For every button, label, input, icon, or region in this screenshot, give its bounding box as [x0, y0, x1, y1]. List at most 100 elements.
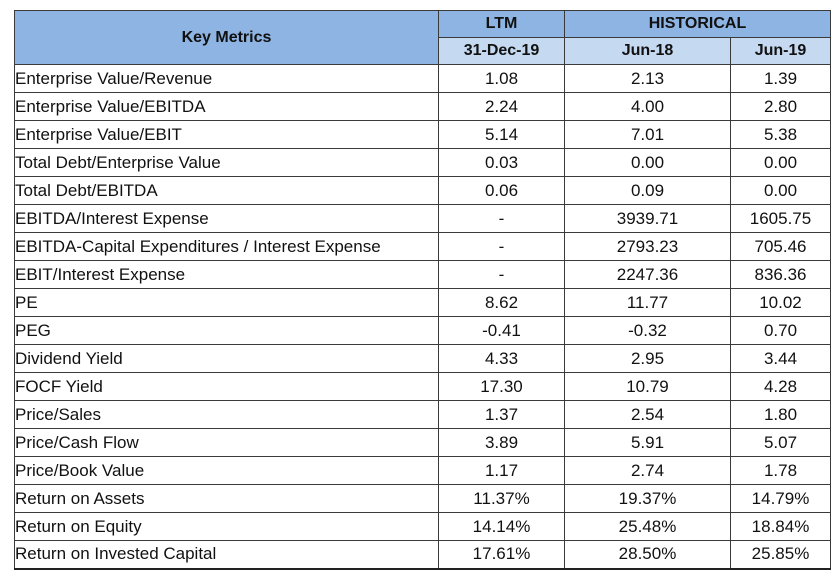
table-row: Total Debt/EBITDA 0.06 0.09 0.00 — [14, 176, 831, 205]
metric-label: PE — [14, 288, 439, 317]
metric-value-jun-18: 5.91 — [564, 428, 731, 457]
metric-label: Dividend Yield — [14, 344, 439, 373]
table-row: Price/Cash Flow 3.89 5.91 5.07 — [14, 428, 831, 457]
metric-value-jun-19: 4.28 — [730, 372, 831, 401]
period-header-jun-18: Jun-18 — [564, 37, 731, 65]
metric-value-jun-18: -0.32 — [564, 316, 731, 345]
table-row: Dividend Yield 4.33 2.95 3.44 — [14, 344, 831, 373]
metric-label: Price/Cash Flow — [14, 428, 439, 457]
table-row: Enterprise Value/EBIT 5.14 7.01 5.38 — [14, 120, 831, 149]
metric-value-ltm: 17.61% — [438, 540, 565, 570]
metric-value-jun-18: 2793.23 — [564, 232, 731, 261]
metric-value-jun-19: 25.85% — [730, 540, 831, 570]
metric-value-jun-18: 11.77 — [564, 288, 731, 317]
metric-value-jun-19: 3.44 — [730, 344, 831, 373]
metric-label: Total Debt/Enterprise Value — [14, 148, 439, 177]
metric-value-jun-18: 2.74 — [564, 456, 731, 485]
table-row: Return on Assets 11.37% 19.37% 14.79% — [14, 484, 831, 513]
metric-value-jun-19: 1605.75 — [730, 204, 831, 233]
metric-value-jun-19: 1.39 — [730, 64, 831, 93]
metric-value-ltm: 4.33 — [438, 344, 565, 373]
table-row: Return on Equity 14.14% 25.48% 18.84% — [14, 512, 831, 541]
metric-value-jun-18: 28.50% — [564, 540, 731, 570]
metric-value-ltm: 1.17 — [438, 456, 565, 485]
key-metrics-header: Key Metrics — [14, 10, 439, 65]
ltm-group-header: LTM — [438, 10, 565, 38]
table-header: Key Metrics LTM HISTORICAL 31-Dec-19 Jun… — [14, 10, 831, 65]
metric-value-jun-19: 18.84% — [730, 512, 831, 541]
metric-label: EBIT/Interest Expense — [14, 260, 439, 289]
metric-value-ltm: 3.89 — [438, 428, 565, 457]
metric-value-jun-19: 836.36 — [730, 260, 831, 289]
metric-value-jun-19: 0.00 — [730, 148, 831, 177]
table-row: EBITDA/Interest Expense -3939.71 1605.75 — [14, 204, 831, 233]
key-metrics-table-container: Key Metrics LTM HISTORICAL 31-Dec-19 Jun… — [14, 10, 831, 570]
metric-label: Return on Equity — [14, 512, 439, 541]
metric-value-jun-19: 0.70 — [730, 316, 831, 345]
metric-value-jun-18: 4.00 — [564, 92, 731, 121]
table-row: Total Debt/Enterprise Value 0.03 0.00 0.00 — [14, 148, 831, 177]
metric-value-jun-19: 0.00 — [730, 176, 831, 205]
table-row: PEG -0.41 -0.32 0.70 — [14, 316, 831, 345]
historical-group-header: HISTORICAL — [564, 10, 831, 38]
table-row: PE 8.62 11.77 10.02 — [14, 288, 831, 317]
metric-value-jun-19: 5.07 — [730, 428, 831, 457]
metric-value-ltm: 17.30 — [438, 372, 565, 401]
metric-value-jun-18: 0.09 — [564, 176, 731, 205]
metric-label: Total Debt/EBITDA — [14, 176, 439, 205]
table-row: EBITDA-Capital Expenditures / Interest E… — [14, 232, 831, 261]
metric-value-jun-18: 2.95 — [564, 344, 731, 373]
table-row: Enterprise Value/Revenue 1.08 2.13 1.39 — [14, 64, 831, 93]
table-row: Return on Invested Capital 17.61% 28.50% 25… — [14, 540, 831, 570]
period-header-jun-19: Jun-19 — [730, 37, 831, 65]
metric-label: Enterprise Value/EBIT — [14, 120, 439, 149]
metric-value-jun-19: 10.02 — [730, 288, 831, 317]
table-row: Price/Book Value 1.17 2.74 1.78 — [14, 456, 831, 485]
metric-value-jun-19: 5.38 — [730, 120, 831, 149]
metric-value-ltm: - — [438, 260, 565, 289]
metric-value-ltm: - — [438, 232, 565, 261]
metric-value-jun-18: 25.48% — [564, 512, 731, 541]
metric-label: Return on Assets — [14, 484, 439, 513]
table-body: Enterprise Value/Revenue 1.08 2.13 1.39 Ente… — [14, 64, 831, 570]
metric-value-ltm: - — [438, 204, 565, 233]
table-row: Enterprise Value/EBITDA 2.24 4.00 2.80 — [14, 92, 831, 121]
metric-value-jun-18: 7.01 — [564, 120, 731, 149]
metric-value-jun-18: 2.13 — [564, 64, 731, 93]
metric-label: Price/Sales — [14, 400, 439, 429]
metric-value-ltm: 0.06 — [438, 176, 565, 205]
metric-value-jun-18: 10.79 — [564, 372, 731, 401]
metric-value-jun-18: 0.00 — [564, 148, 731, 177]
header-row-periods: 31-Dec-19 Jun-18 Jun-19 — [15, 37, 831, 65]
metric-value-ltm: 1.08 — [438, 64, 565, 93]
metric-label: PEG — [14, 316, 439, 345]
metric-value-jun-18: 2247.36 — [564, 260, 731, 289]
metric-value-jun-18: 19.37% — [564, 484, 731, 513]
metric-value-jun-19: 1.78 — [730, 456, 831, 485]
metric-value-jun-18: 3939.71 — [564, 204, 731, 233]
metric-value-ltm: 8.62 — [438, 288, 565, 317]
table-row: FOCF Yield 17.30 10.79 4.28 — [14, 372, 831, 401]
metric-value-ltm: 11.37% — [438, 484, 565, 513]
metric-label: EBITDA/Interest Expense — [14, 204, 439, 233]
metric-value-ltm: 2.24 — [438, 92, 565, 121]
metric-label: Return on Invested Capital — [14, 540, 439, 570]
metric-label: Enterprise Value/Revenue — [14, 64, 439, 93]
metric-label: EBITDA-Capital Expenditures / Interest E… — [14, 232, 439, 261]
metric-label: Enterprise Value/EBITDA — [14, 92, 439, 121]
metric-label: FOCF Yield — [14, 372, 439, 401]
metric-value-ltm: 1.37 — [438, 400, 565, 429]
metric-value-ltm: -0.41 — [438, 316, 565, 345]
table-row: EBIT/Interest Expense -2247.36 836.36 — [14, 260, 831, 289]
metric-value-jun-19: 1.80 — [730, 400, 831, 429]
metric-value-jun-19: 705.46 — [730, 232, 831, 261]
metric-value-ltm: 0.03 — [438, 148, 565, 177]
metric-label: Price/Book Value — [14, 456, 439, 485]
period-header-ltm: 31-Dec-19 — [438, 37, 565, 65]
metric-value-ltm: 14.14% — [438, 512, 565, 541]
metric-value-jun-19: 14.79% — [730, 484, 831, 513]
metric-value-jun-19: 2.80 — [730, 92, 831, 121]
table-row: Price/Sales 1.37 2.54 1.80 — [14, 400, 831, 429]
key-metrics-table: Key Metrics LTM HISTORICAL 31-Dec-19 Jun… — [14, 10, 831, 570]
header-row-groups: Key Metrics LTM HISTORICAL — [14, 10, 831, 65]
